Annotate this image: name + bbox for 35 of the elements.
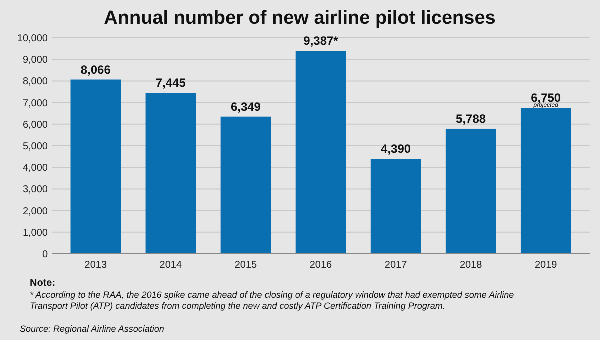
chart-title: Annual number of new airline pilot licenses — [104, 8, 496, 29]
y-tick-label: 9,000 — [22, 55, 48, 66]
x-tick-label: 2015 — [234, 260, 258, 271]
bar — [70, 80, 122, 254]
y-tick-label: 5,000 — [22, 142, 48, 152]
data-label: 6,349 — [230, 100, 262, 114]
source-note: Source: Regional Airline Association — [20, 324, 164, 334]
x-tick-label: 2016 — [310, 260, 333, 271]
x-tick-label: 2018 — [460, 260, 483, 271]
bar — [220, 116, 272, 254]
y-tick-label: 7,000 — [22, 98, 48, 110]
data-label: 8,066 — [80, 62, 112, 77]
data-label: 5,788 — [456, 112, 486, 126]
y-tick-label: 0 — [42, 250, 48, 260]
y-tick-label: 2,000 — [22, 206, 48, 218]
data-label: 4,390 — [381, 142, 412, 156]
bar — [520, 108, 572, 254]
bar — [370, 159, 422, 254]
x-tick-label: 2014 — [160, 260, 182, 271]
data-label: 9,387* — [304, 34, 339, 48]
y-tick-label: 4,000 — [22, 163, 48, 174]
y-tick-label: 1,000 — [22, 228, 48, 239]
bar — [446, 128, 496, 254]
bar — [296, 51, 346, 254]
y-tick-label: 6,000 — [22, 120, 48, 131]
text: Note: — [30, 278, 56, 289]
data-label: 7,445 — [156, 76, 186, 90]
y-tick-label: 10,000 — [17, 34, 48, 44]
y-tick-label: 8,000 — [22, 76, 48, 88]
bar — [146, 93, 196, 254]
x-tick-label: 2019 — [534, 260, 558, 271]
y-tick-label: 3,000 — [22, 184, 48, 196]
text: * According to the RAA, the 2016 spike came ahead of the closing of a regulatory window that had exempted some Airline Transport Pilot (ATP) candidates from completing the new and costly ATP Certification Training Program. — [30, 290, 514, 311]
x-tick-label: 2017 — [384, 260, 408, 271]
x-tick-label: 2013 — [84, 260, 108, 271]
